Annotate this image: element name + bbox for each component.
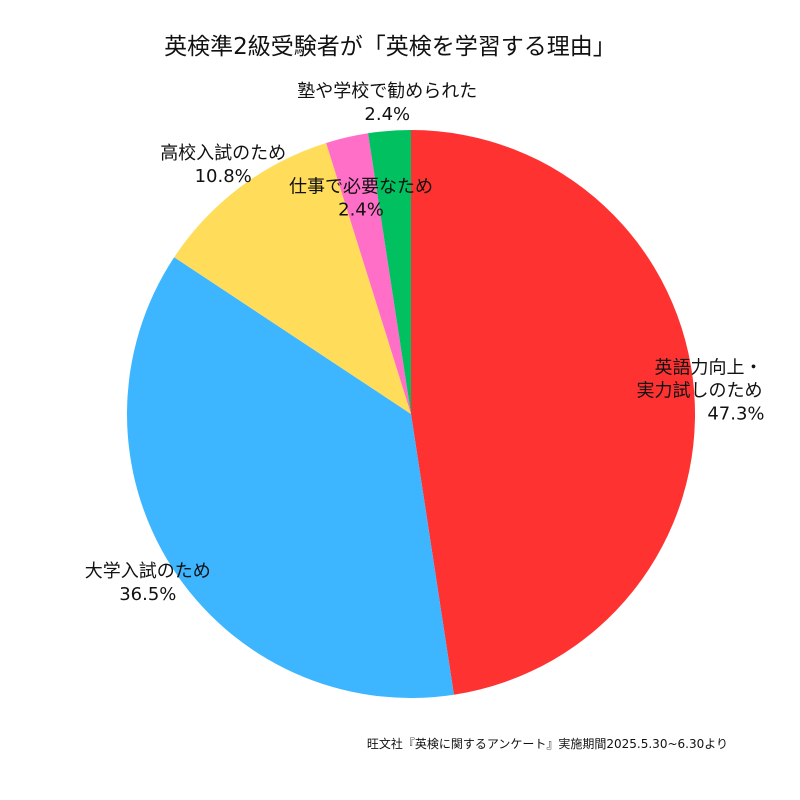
- slice-name-1: 実力試しのため: [637, 380, 763, 401]
- slice-value-5: 2.4%: [364, 104, 410, 125]
- pie-slice-2: [127, 257, 454, 699]
- slice-label-3: 高校入試のため 10.8%: [160, 143, 286, 187]
- slice-name-3: 高校入試のため: [160, 143, 286, 164]
- pie-labels: 英語力向上・実力試しのため 47.3% 大学入試のため 36.5% 高校入試のため 10.…: [85, 80, 765, 605]
- slice-value-1: 47.3%: [707, 403, 764, 424]
- slice-value-4: 2.4%: [338, 200, 384, 221]
- slice-name-5: 塾や学校で勧められた: [297, 80, 477, 102]
- pie-slice-3: [174, 142, 411, 414]
- pie-slices: [127, 130, 696, 699]
- chart-title: 英検準2級受験者が「英検を学習する理由」: [164, 34, 616, 60]
- pie-slice-5: [368, 130, 411, 414]
- slice-name-1: 英語力向上・: [655, 357, 763, 378]
- slice-label-2: 大学入試のため 36.5%: [85, 561, 211, 605]
- slice-name-4: 仕事で必要なため: [289, 177, 433, 198]
- slice-label-1: 英語力向上・実力試しのため 47.3%: [637, 357, 765, 424]
- pie-slice-1: [411, 130, 696, 695]
- slice-value-3: 10.8%: [195, 166, 252, 187]
- slice-label-5: 塾や学校で勧められた 2.4%: [297, 80, 477, 125]
- pie-slice-4: [326, 133, 411, 414]
- slice-name-2: 大学入試のため: [85, 561, 211, 582]
- source-note: 旺文社『英検に関するアンケート』実施期間2025.5.30~6.30より: [367, 736, 728, 751]
- slice-label-4: 仕事で必要なため 2.4%: [289, 177, 433, 221]
- slice-value-2: 36.5%: [119, 584, 176, 605]
